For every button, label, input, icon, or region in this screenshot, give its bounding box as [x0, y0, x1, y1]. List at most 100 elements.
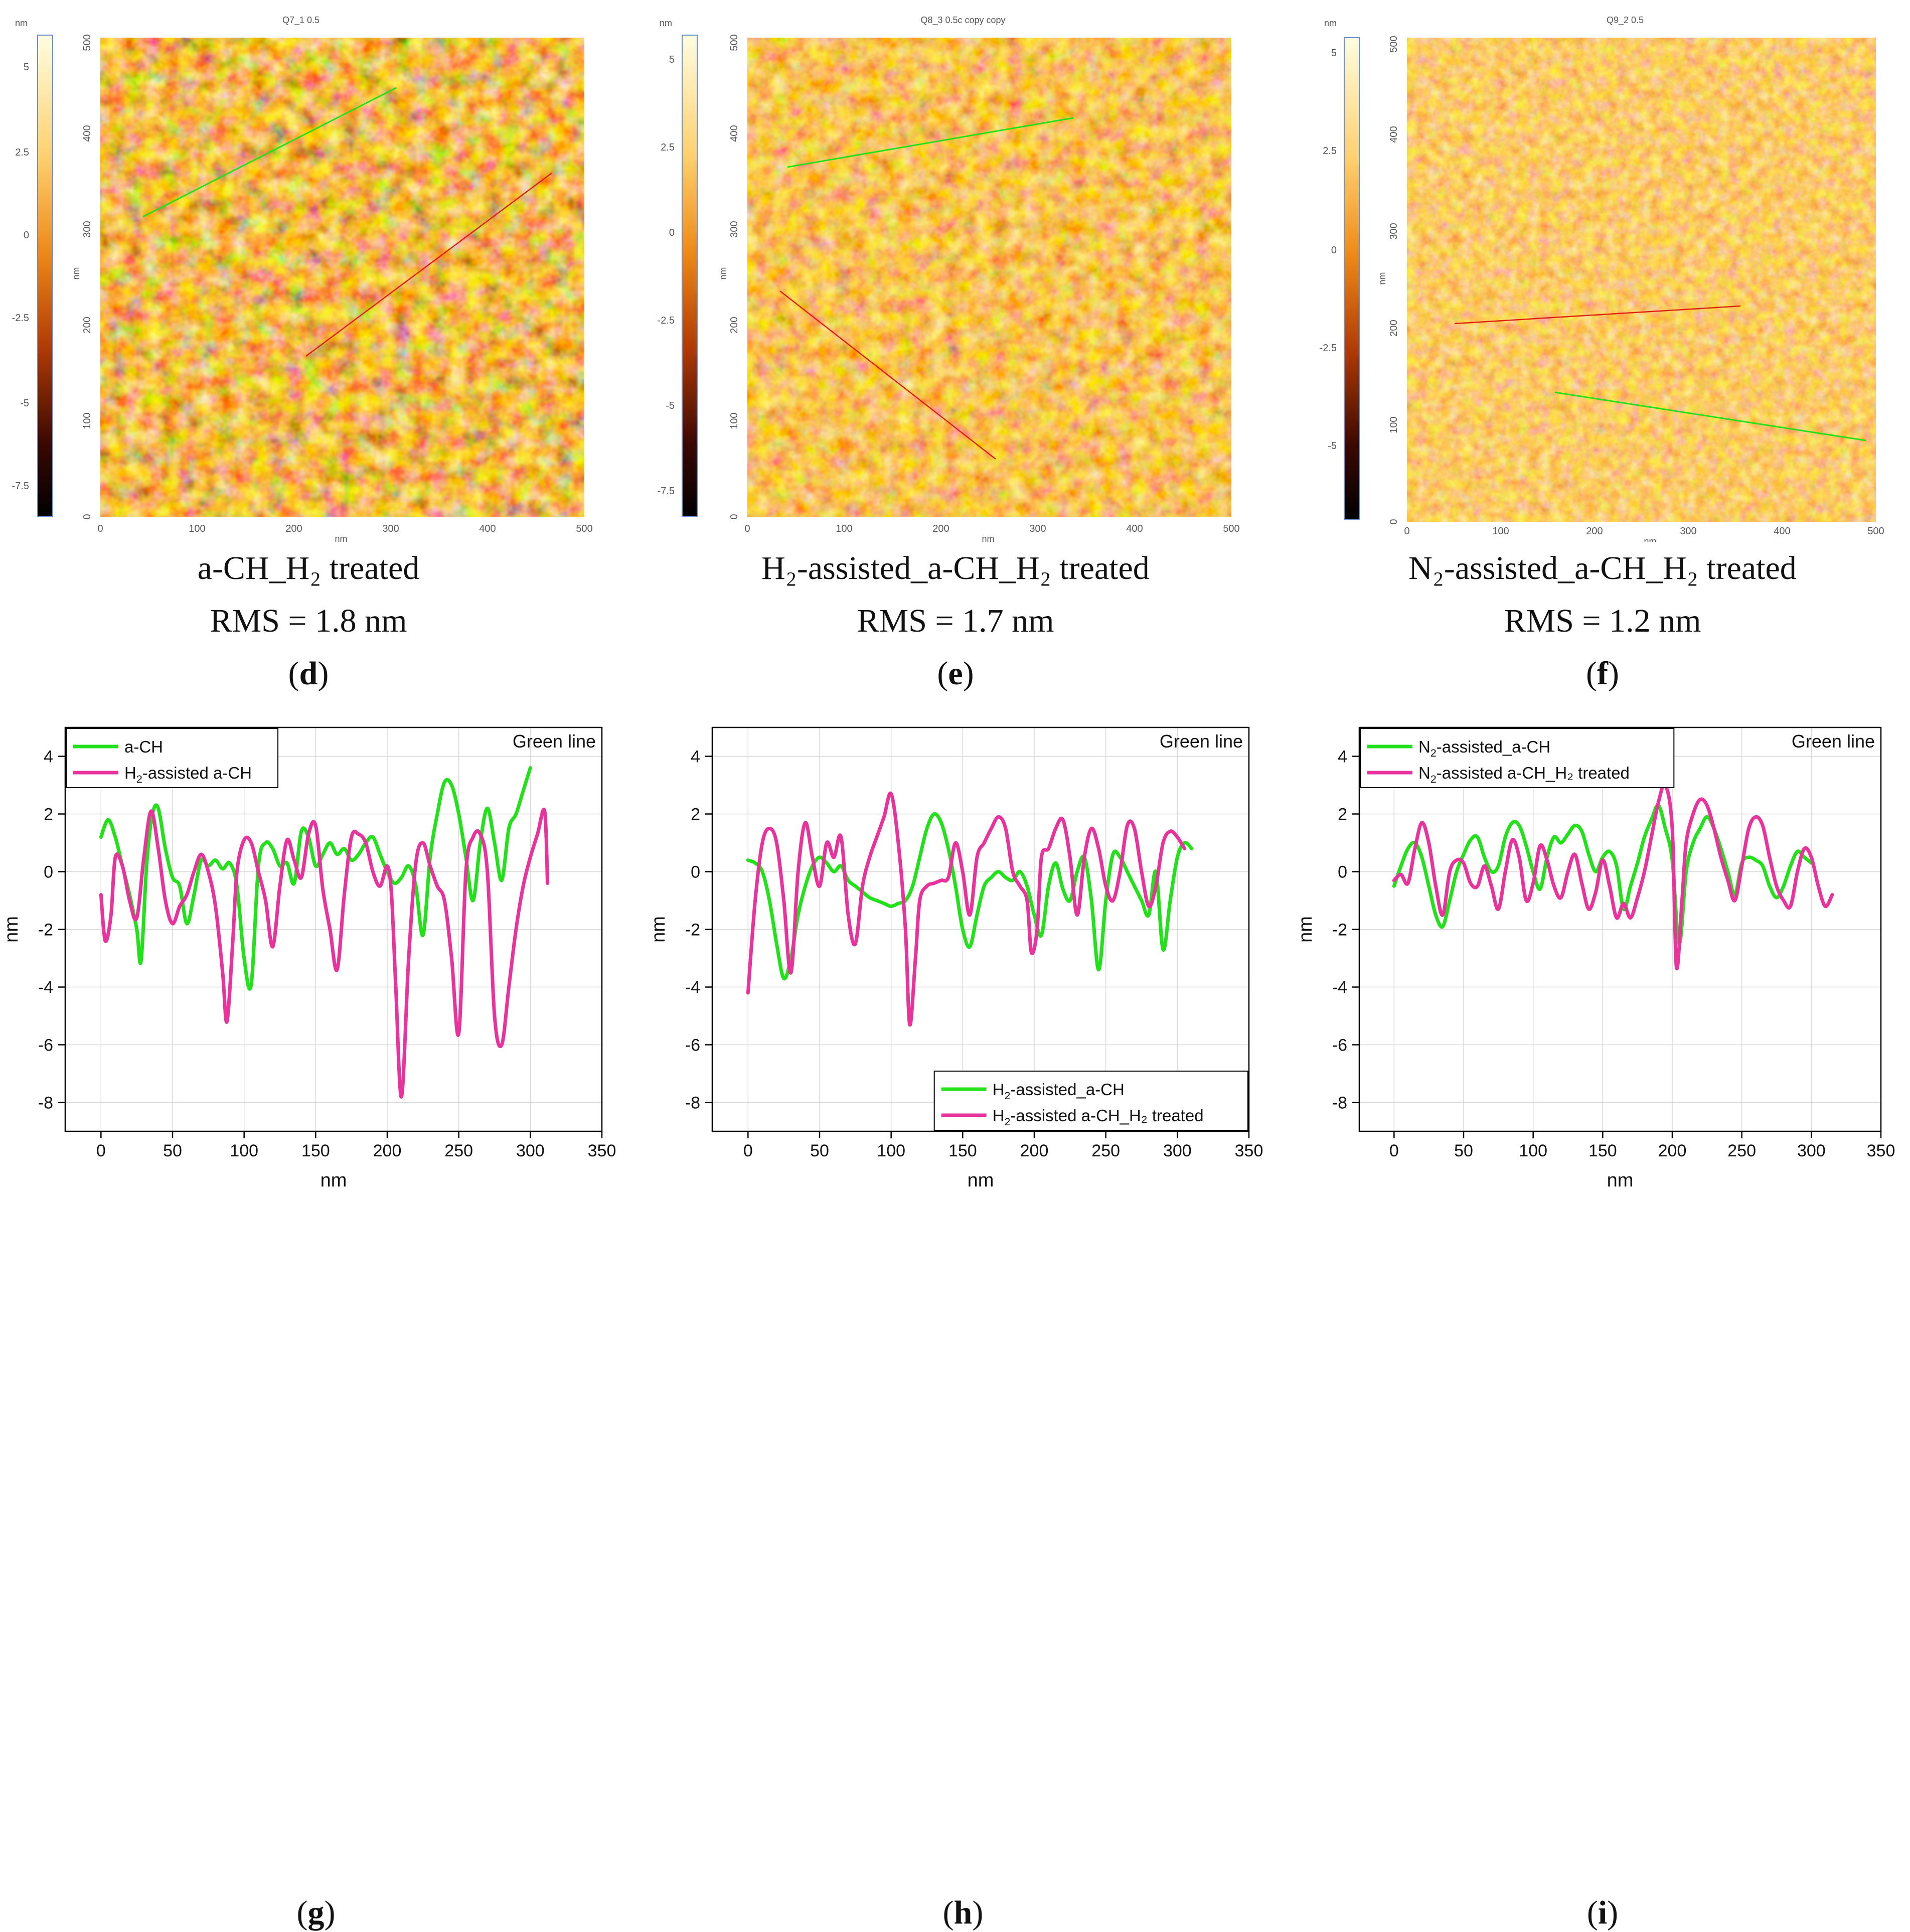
legend-label: H2-assisted a-CH — [124, 764, 252, 785]
x-tick-label: 0 — [1389, 1141, 1399, 1160]
y-tick-label: -8 — [685, 1094, 700, 1113]
y-tick-label: 4 — [1338, 748, 1347, 767]
x-ticks: 0 50 100 150 200 250 300 350 — [96, 1131, 616, 1160]
afm-y-tick: 300 — [729, 221, 740, 237]
y-tick-label: -6 — [1332, 1036, 1347, 1055]
y-tick-label: -2 — [1332, 921, 1347, 940]
y-tick-label: -4 — [1332, 978, 1347, 997]
y-tick-label: -6 — [38, 1036, 53, 1055]
colorbar-tick: -2.5 — [12, 313, 29, 324]
legend: H2-assisted_a-CH H2-assisted a-CH_H₂ trea… — [933, 1071, 1248, 1131]
y-tick-label: 2 — [44, 805, 53, 824]
panel-letter: g — [307, 1894, 325, 1931]
y-tick-label: -2 — [685, 921, 700, 940]
y-tick-label: -8 — [38, 1094, 53, 1113]
colorbar-unit: nm — [660, 18, 672, 28]
y-axis-label: nm — [648, 916, 669, 943]
colorbar-ticks: 5 2.5 0 -2.5 -5 -7.5 — [12, 62, 29, 492]
afm-x-tick: 500 — [576, 523, 592, 534]
afm-y-tick: 0 — [729, 514, 740, 519]
y-tick-label: 0 — [44, 863, 53, 882]
afm-y-unit: nm — [1377, 272, 1387, 284]
afm-x-tick: 300 — [382, 523, 399, 534]
red-profile-line — [779, 290, 996, 460]
afm-x-unit: nm — [982, 534, 994, 542]
colorbar-ticks: 5 2.5 0 -2.5 -5 -7.5 — [658, 54, 675, 497]
colorbar-tick: -5 — [20, 398, 29, 409]
y-tick-label: -6 — [685, 1036, 700, 1055]
x-tick-label: 50 — [163, 1141, 182, 1160]
x-axis-label: nm — [968, 1170, 994, 1191]
colorbar-tick: 0 — [24, 230, 29, 241]
series-line-magenta — [746, 791, 1187, 1027]
panel-label: (e) — [937, 655, 974, 692]
afm-x-tick: 200 — [285, 523, 302, 534]
profile-chart-i: 0 50 100 150 200 250 300 350 -8 -6 -4 -2 0 2 4 nm nm Gree… — [1294, 692, 1910, 1931]
panel-letter: i — [1598, 1894, 1608, 1931]
colorbar-ticks: 5 2.5 0 -2.5 -5 — [1320, 48, 1337, 452]
afm-x-tick: 300 — [1680, 526, 1696, 537]
legend: N2-assisted_a-CH N2-assisted a-CH_H₂ trea… — [1360, 728, 1675, 788]
x-tick-label: 150 — [948, 1141, 977, 1160]
x-tick-label: 50 — [1454, 1141, 1473, 1160]
afm-title: Q9_2 0.5 — [1607, 15, 1644, 26]
y-ticks: -8 -6 -4 -2 0 2 4 — [685, 748, 712, 1113]
caption-sample-name: N₂-assisted_a-CH_H₂ treated — [1408, 550, 1797, 586]
colorbar-tick: -5 — [666, 400, 675, 411]
afm-y-tick: 200 — [729, 317, 740, 333]
afm-figure-d: nm 5 2.5 0 -2.5 -5 -7.5 Q7_1 0.5 0 100 2… — [12, 15, 593, 542]
profile-chart-svg: 0 50 100 150 200 250 300 350 -8 -6 -4 -2 0 2 4 nm nm Gree… — [1, 726, 616, 1191]
x-tick-label: 0 — [96, 1141, 106, 1160]
x-tick-label: 200 — [373, 1141, 402, 1160]
afm-y-unit: nm — [71, 267, 81, 279]
afm-x-tick: 400 — [1126, 523, 1143, 534]
legend-label: H2-assisted_a-CH — [993, 1080, 1125, 1102]
y-tick-label: 4 — [691, 748, 700, 767]
y-ticks: -8 -6 -4 -2 0 2 4 — [1332, 748, 1359, 1113]
legend-label: N2-assisted_a-CH — [1418, 737, 1550, 759]
x-tick-label: 250 — [1091, 1141, 1120, 1160]
afm-panel-e: nm 5 2.5 0 -2.5 -5 -7.5 Q8_3 0.5c copy c… — [647, 0, 1264, 692]
afm-y-ticks: 0 100 200 300 400 500 — [82, 34, 93, 519]
x-tick-label: 250 — [444, 1141, 473, 1160]
panel-label: (h) — [942, 1894, 984, 1931]
profile-chart-h: 0 50 100 150 200 250 300 350 -8 -6 -4 -2 0 2 4 nm nm Gree… — [647, 692, 1279, 1931]
afm-image — [747, 38, 1231, 517]
afm-x-unit: nm — [1644, 536, 1656, 542]
afm-y-tick: 100 — [1388, 416, 1399, 433]
afm-panel-d: nm 5 2.5 0 -2.5 -5 -7.5 Q7_1 0.5 0 100 2… — [0, 0, 617, 692]
afm-y-ticks: 0 100 200 300 400 500 — [1388, 36, 1399, 524]
afm-panel-f: nm 5 2.5 0 -2.5 -5 Q9_2 0.5 0 100 200 30… — [1294, 0, 1910, 692]
colorbar — [682, 35, 698, 517]
afm-x-tick: 400 — [479, 523, 496, 534]
x-tick-label: 350 — [588, 1141, 616, 1160]
legend-box — [933, 1071, 1248, 1131]
colorbar-tick: -7.5 — [12, 481, 29, 492]
x-tick-label: 100 — [877, 1141, 905, 1160]
colorbar-tick: -5 — [1328, 440, 1337, 452]
y-axis-label: nm — [1295, 916, 1316, 943]
afm-x-ticks: 0 100 200 300 400 500 — [744, 523, 1239, 534]
y-tick-label: 4 — [44, 748, 53, 767]
legend-box — [1360, 728, 1675, 788]
x-tick-label: 50 — [810, 1141, 829, 1160]
x-tick-label: 300 — [516, 1141, 545, 1160]
profile-chart-svg: 0 50 100 150 200 250 300 350 -8 -6 -4 -2 0 2 4 nm nm Gree… — [1295, 726, 1895, 1191]
y-tick-label: -4 — [38, 978, 53, 997]
afm-y-tick: 200 — [82, 317, 93, 333]
colorbar-tick: -2.5 — [658, 315, 675, 326]
panel-letter: f — [1597, 655, 1608, 692]
profile-chart-svg: 0 50 100 150 200 250 300 350 -8 -6 -4 -2 0 2 4 nm nm Gree… — [648, 726, 1263, 1191]
afm-y-tick: 100 — [82, 412, 93, 429]
afm-y-tick: 300 — [1388, 223, 1399, 239]
y-tick-label: 2 — [691, 805, 700, 824]
afm-x-tick: 300 — [1029, 523, 1046, 534]
y-tick-label: -8 — [1332, 1094, 1347, 1113]
afm-x-tick: 200 — [1586, 526, 1603, 537]
x-tick-label: 250 — [1727, 1141, 1756, 1160]
x-tick-label: 200 — [1658, 1141, 1687, 1160]
afm-x-tick: 400 — [1774, 526, 1790, 537]
x-tick-label: 300 — [1797, 1141, 1826, 1160]
afm-x-tick: 500 — [1867, 526, 1884, 537]
caption-rms: RMS = 1.8 nm — [210, 603, 407, 639]
